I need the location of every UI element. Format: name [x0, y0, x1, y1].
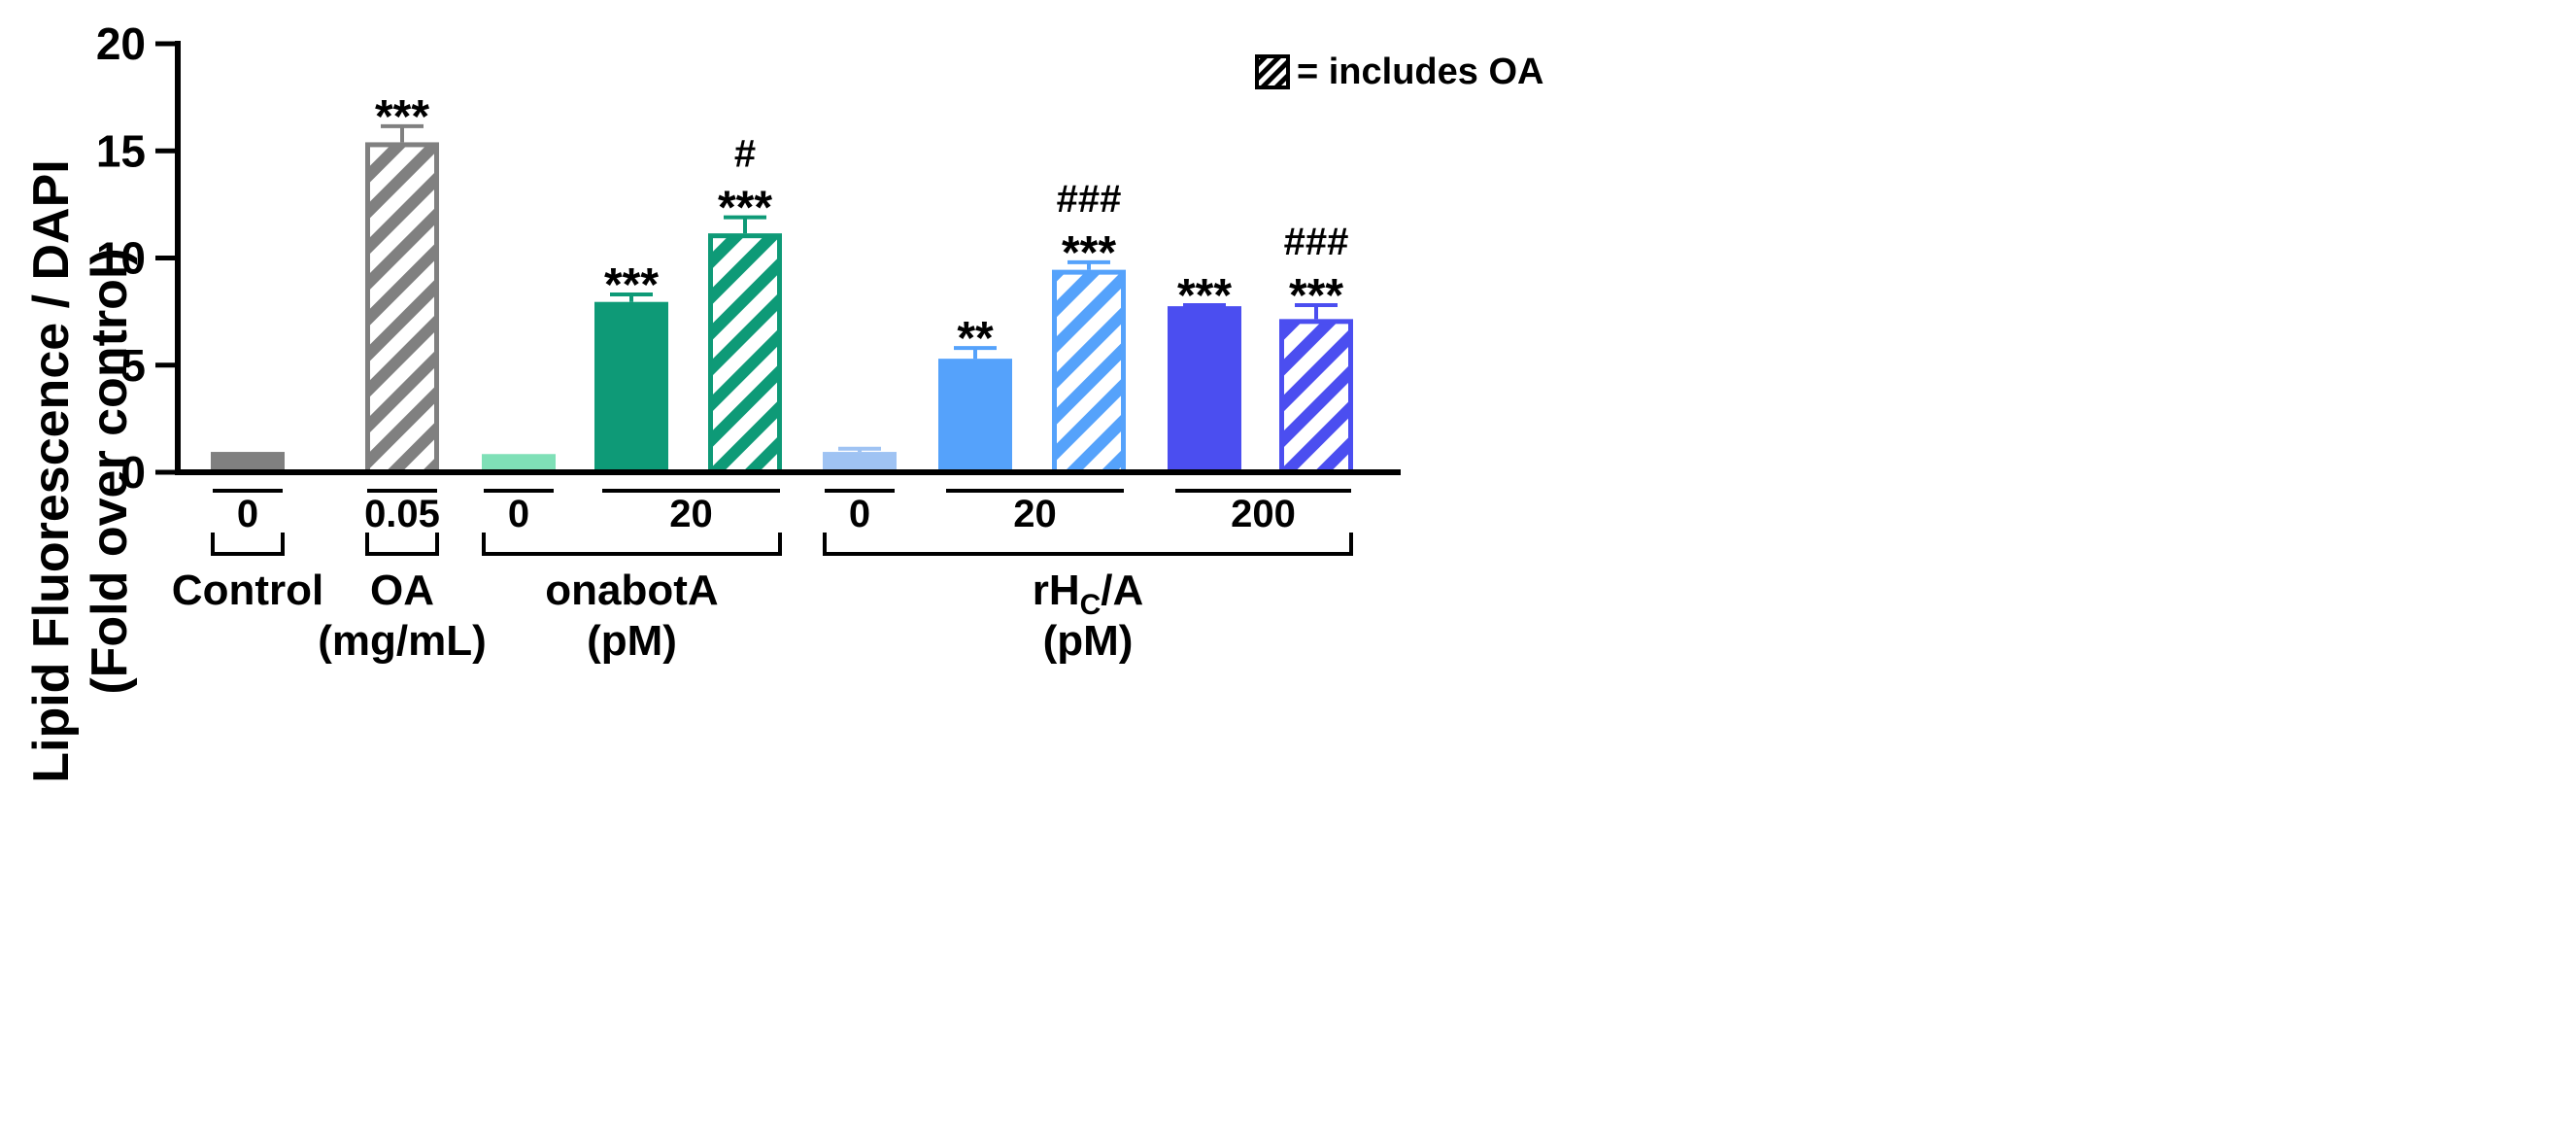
legend-hatched-swatch [1255, 54, 1290, 89]
group-bracket [211, 533, 285, 556]
bar-group: ** [938, 313, 1012, 472]
group-bracket [482, 533, 782, 556]
bar-group [823, 446, 897, 472]
legend-label: = includes OA [1297, 52, 1543, 92]
bar [823, 452, 897, 472]
significance-stars: *** [718, 183, 772, 234]
dose-label: 0 [849, 493, 870, 535]
significance-stars: ** [957, 313, 994, 364]
axes [175, 41, 1401, 475]
y-tick-label: 0 [120, 447, 146, 498]
dose-label: 0.05 [364, 493, 440, 535]
y-axis-label-line2: (Fold over control) [82, 248, 138, 694]
y-axis: 0 5 10 15 20 [96, 18, 178, 498]
legend: = includes OA [1255, 52, 1543, 92]
bar [1052, 269, 1126, 475]
group-label: OA [370, 567, 434, 614]
group-label: (pM) [1043, 617, 1134, 665]
group-labels: Control OA(mg/mL)onabotA(pM)rHC/A(pM) [172, 533, 1353, 665]
group-bracket [365, 533, 439, 556]
dose-label: 0 [508, 493, 529, 535]
bar [211, 452, 285, 472]
bar [482, 454, 556, 472]
significance-stars: *** [1062, 227, 1116, 279]
group-label: (pM) [587, 617, 677, 665]
bar-group: *** [594, 259, 668, 472]
significance-stars: *** [1177, 270, 1232, 322]
y-axis-label: Lipid Fluorescence / DAPI (Fold over con… [23, 159, 138, 782]
bar-group: *** [365, 91, 439, 475]
y-tick-label: 20 [96, 18, 146, 69]
y-tick-label: 15 [96, 125, 146, 176]
dose-label: 20 [669, 493, 713, 535]
group-label: rHC/A [1033, 567, 1144, 621]
dose-label: 0 [237, 493, 258, 535]
bar-group [211, 452, 285, 472]
dose-labels: 0 0.05 0 20 0 20 200 [213, 489, 1351, 535]
bar-group: *** # [708, 133, 782, 475]
significance-stars: *** [375, 91, 429, 143]
group-bracket [823, 533, 1353, 556]
dose-label: 200 [1231, 493, 1296, 535]
y-tick-label: 10 [96, 233, 146, 284]
dose-label: 20 [1013, 493, 1057, 535]
bar-group: *** [1168, 270, 1241, 472]
y-tick-label: 5 [120, 340, 146, 391]
significance-hash: ### [1057, 178, 1122, 221]
bar-group: *** ### [1052, 178, 1126, 475]
group-label: Control [172, 567, 323, 614]
y-axis-label-line1: Lipid Fluorescence / DAPI [23, 159, 80, 782]
bar [938, 359, 1012, 472]
significance-hash: # [734, 133, 756, 176]
significance-stars: *** [1289, 270, 1343, 322]
significance-stars: *** [604, 259, 659, 311]
bar [1279, 319, 1353, 475]
group-label: onabotA [545, 567, 718, 614]
bar [1168, 306, 1241, 472]
group-label: (mg/mL) [318, 617, 487, 665]
bar [708, 233, 782, 475]
significance-hash: ### [1284, 221, 1349, 263]
bar [365, 142, 439, 475]
bars: *********#*****###*** ***### [211, 91, 1353, 475]
bar-group: *** ### [1279, 221, 1353, 475]
bar-group [482, 454, 556, 472]
bar [594, 301, 668, 472]
